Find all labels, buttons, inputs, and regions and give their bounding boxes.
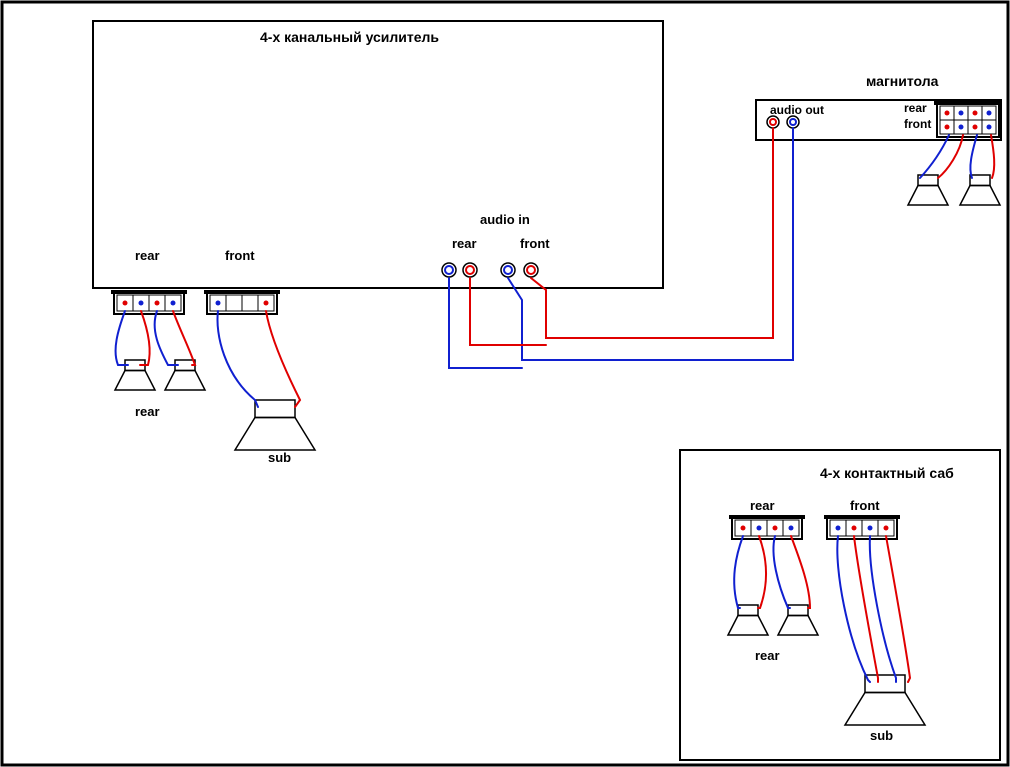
amp-box [93,21,663,288]
amp-front-pin-3 [264,301,269,306]
wire-10 [531,128,773,338]
wire-12 [449,278,522,368]
wire-14 [734,536,743,608]
amp-front-cell-1 [226,295,242,311]
audio-in-0-ring [445,266,453,274]
label-6: rear [135,248,160,263]
wire-3 [173,311,195,365]
radio-title: магнитола [866,73,939,89]
sub4-front-pin-2 [868,526,873,531]
wire-2 [155,311,178,365]
label-8: rear [135,404,160,419]
label-3: audio in [480,212,530,227]
audio-in-1-ring [466,266,474,274]
amp-rear-pin-2 [155,301,160,306]
amp-front-cell-2 [242,295,258,311]
wire-4 [217,311,258,407]
radio-spk-pin-2 [973,111,978,116]
wire-8 [970,135,977,178]
sub4-front-pin-3 [884,526,889,531]
amp-title: 4-х канальный усилитель [260,29,439,45]
sub4-front-pin-0 [836,526,841,531]
label-7: front [225,248,255,263]
sub4-rear-pin-2 [773,526,778,531]
radio-spk1 [908,175,948,205]
wire-1 [140,311,150,365]
radio-spk-pin-3 [987,111,992,116]
radio-spk-pin-1 [959,111,964,116]
label-10: rear [750,498,775,513]
label-4: rear [452,236,477,251]
label-0: audio out [770,103,824,117]
label-5: front [520,236,550,251]
wire-15 [758,536,766,608]
sub4-front-pin-1 [852,526,857,531]
sub4-box [680,450,1000,760]
wire-5 [266,311,300,407]
amp-rear-pin-0 [123,301,128,306]
amp-rear-pin-1 [139,301,144,306]
audio-in-2-ring [504,266,512,274]
wire-9 [991,135,994,178]
wire-19 [854,536,878,682]
radio-spk-pin-7 [987,125,992,130]
amp-rear-pin-3 [171,301,176,306]
label-12: rear [755,648,780,663]
label-1: rear [904,101,927,115]
sub4-rear-pin-1 [757,526,762,531]
wire-7 [938,135,963,178]
radio-spk-pin-6 [973,125,978,130]
sub4-sub-spk [845,675,925,725]
radio-spk-pin-0 [945,111,950,116]
sub4-rear-pin-0 [741,526,746,531]
sub4-rear-pin-3 [789,526,794,531]
label-2: front [904,117,931,131]
wire-0 [116,311,128,365]
wire-11 [508,128,793,360]
amp-front-pin-0 [216,301,221,306]
audio-in-3-ring [527,266,535,274]
wire-16 [773,536,790,608]
wire-17 [791,536,810,608]
sub4-rear-spk2 [778,605,818,635]
label-9: sub [268,450,291,465]
amp-sub-spk [235,400,315,450]
sub4-title: 4-х контактный саб [820,465,954,481]
wiring-diagram: 4-х канальный усилитель магнитола 4-х конт… [0,0,1010,767]
radio-spk-pin-4 [945,125,950,130]
radio-spk-pin-5 [959,125,964,130]
label-13: sub [870,728,893,743]
radio-spk2 [960,175,1000,205]
label-11: front [850,498,880,513]
sub4-rear-spk1 [728,605,768,635]
